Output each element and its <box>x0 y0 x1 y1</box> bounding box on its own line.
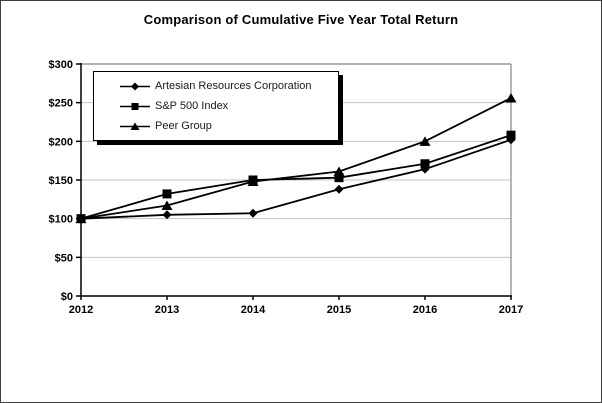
triangle-marker-icon <box>120 122 150 130</box>
series-line-s-p-500-index <box>80 134 512 220</box>
square-marker-icon <box>506 130 516 140</box>
x-tick-label: 2014 <box>241 304 266 316</box>
square-marker-icon <box>120 102 150 110</box>
diamond-marker-icon <box>248 208 258 218</box>
y-tick-label: $50 <box>55 252 73 264</box>
square-marker-icon <box>420 159 430 169</box>
y-tick-label: $100 <box>49 214 73 226</box>
square-marker-icon <box>334 173 344 183</box>
legend-entry-sp500: S&P 500 Index <box>120 100 332 112</box>
diamond-marker-icon <box>334 184 344 194</box>
x-tick-label: 2016 <box>413 304 437 316</box>
legend: Artesian Resources Corporation S&P 500 I… <box>93 71 339 141</box>
x-tick-label: 2017 <box>499 304 523 316</box>
series-line-artesian-resources-corporation <box>80 138 512 220</box>
y-tick-label: $0 <box>61 291 73 303</box>
y-tick-label: $300 <box>49 59 73 71</box>
legend-label-peer-group: Peer Group <box>155 120 212 132</box>
legend-entry-artesian: Artesian Resources Corporation <box>120 80 332 92</box>
triangle-marker-icon <box>419 136 431 146</box>
triangle-marker-icon <box>333 166 345 176</box>
legend-entry-peer-group: Peer Group <box>120 120 332 132</box>
y-tick-label: $200 <box>49 136 73 148</box>
x-tick-label: 2012 <box>69 304 93 316</box>
triangle-marker-icon <box>247 176 259 187</box>
series-line-peer-group <box>80 97 512 220</box>
triangle-marker-icon <box>505 93 517 103</box>
legend-label-artesian: Artesian Resources Corporation <box>155 80 312 92</box>
legend-label-sp500: S&P 500 Index <box>155 100 229 112</box>
triangle-marker-icon <box>161 200 173 211</box>
x-tick-label: 2013 <box>155 304 179 316</box>
triangle-marker-icon <box>75 213 87 224</box>
x-tick-label: 2015 <box>327 304 351 316</box>
y-tick-label: $250 <box>49 98 73 110</box>
y-tick-label: $150 <box>49 175 73 187</box>
diamond-marker-icon <box>120 82 150 90</box>
chart-title: Comparison of Cumulative Five Year Total… <box>143 12 459 27</box>
diamond-marker-icon <box>162 210 172 220</box>
square-marker-icon <box>162 189 172 199</box>
